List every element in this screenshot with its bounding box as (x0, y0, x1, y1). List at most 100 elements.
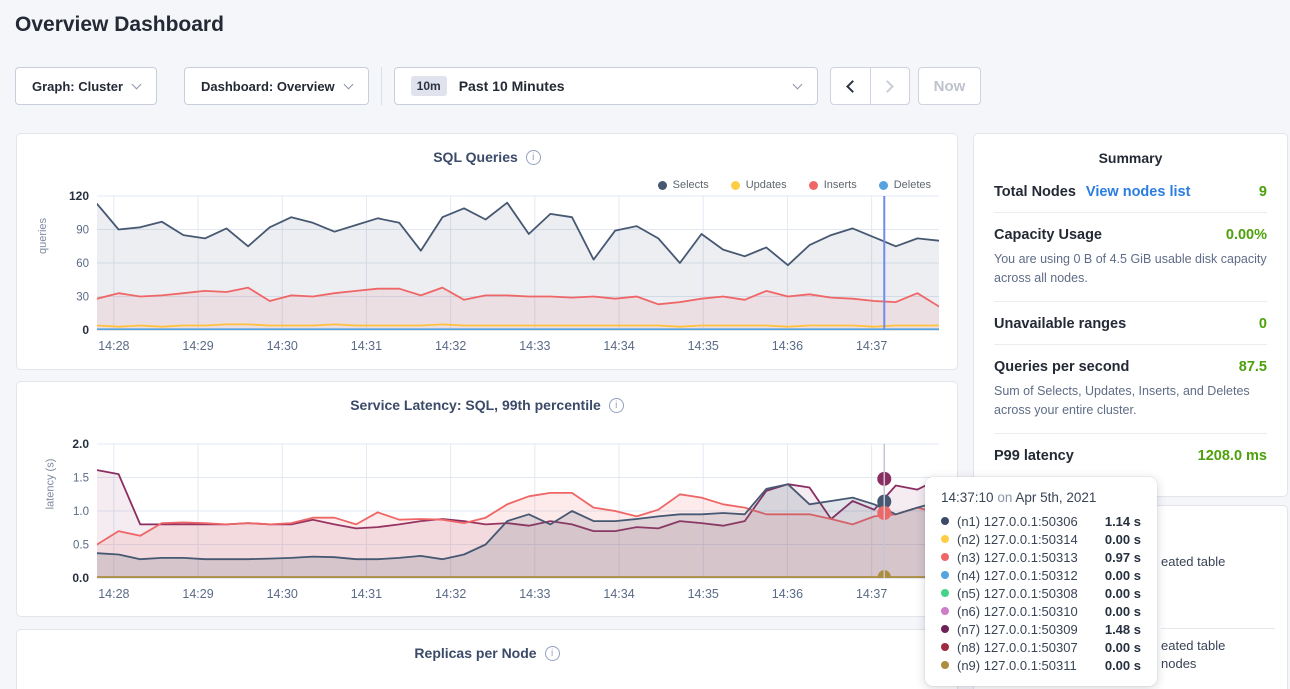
svg-text:60: 60 (76, 258, 89, 270)
tooltip-row-n9: (n9) 127.0.0.1:50311 0.00 s (941, 656, 1141, 674)
node-dot-icon (941, 643, 949, 651)
svg-text:120: 120 (69, 189, 89, 203)
node-latency-value: 0.00 s (1104, 567, 1141, 583)
node-latency-value: 0.00 s (1104, 531, 1141, 547)
node-address: (n4) 127.0.0.1:50312 (957, 567, 1078, 583)
svg-text:14:36: 14:36 (772, 339, 803, 353)
updates-dot-icon (730, 180, 740, 190)
node-address: (n8) 127.0.0.1:50307 (957, 639, 1078, 655)
summary-row-queries-per-second: Queries per second 87.5 Sum of Selects, … (994, 345, 1267, 434)
svg-text:0.5: 0.5 (73, 540, 89, 552)
chevron-down-icon (343, 79, 354, 89)
service-latency-title: Service Latency: SQL, 99th percentile (350, 397, 601, 413)
node-latency-value: 0.00 s (1104, 657, 1141, 673)
summary-description: You are using 0 B of 4.5 GiB usable disk… (994, 252, 1267, 286)
summary-value: 0 (1258, 315, 1267, 332)
dashboard-select-label: Dashboard: Overview (201, 78, 335, 94)
summary-label: Unavailable ranges (994, 315, 1127, 332)
sql-queries-title-row: SQL Queries i (17, 134, 957, 165)
legend-item-selects: Selects (657, 179, 709, 191)
summary-value: 87.5 (1238, 358, 1267, 375)
svg-text:14:33: 14:33 (519, 587, 550, 601)
divider (1161, 628, 1275, 629)
node-dot-icon (941, 553, 949, 561)
svg-text:14:29: 14:29 (182, 339, 213, 353)
node-latency-value: 1.14 s (1104, 513, 1141, 529)
info-icon[interactable]: i (525, 149, 541, 165)
time-range-dropdown[interactable]: 10m Past 10 Minutes (393, 67, 818, 105)
node-latency-value: 1.48 s (1104, 621, 1141, 637)
summary-label: Capacity Usage (994, 227, 1102, 243)
node-latency-value: 0.00 s (1104, 603, 1141, 619)
node-address: (n3) 127.0.0.1:50313 (957, 549, 1078, 565)
node-address: (n5) 127.0.0.1:50308 (957, 585, 1078, 601)
time-forward-button[interactable] (869, 68, 909, 104)
sql-queries-chart[interactable]: 0 30 60 90 120 14:28 14:29 14:30 14:31 14:32 14:33… (47, 188, 947, 364)
node-latency-value: 0.00 s (1104, 585, 1141, 601)
svg-text:2.0: 2.0 (72, 437, 89, 451)
view-nodes-list-link[interactable]: View nodes list (1085, 184, 1191, 200)
summary-row-p99-latency: P99 latency 1208.0 ms (994, 434, 1267, 476)
now-button[interactable]: Now (917, 67, 982, 105)
legend-label: Deletes (893, 179, 931, 191)
info-icon[interactable]: i (544, 645, 560, 661)
deletes-dot-icon (878, 180, 888, 190)
node-address: (n2) 127.0.0.1:50314 (957, 531, 1078, 547)
summary-value: 0.00% (1225, 227, 1267, 243)
latency-hover-tooltip: 14:37:10 on Apr 5th, 2021 (n1) 127.0.0.1… (925, 477, 1157, 686)
node-dot-icon (941, 517, 949, 525)
service-latency-card: Service Latency: SQL, 99th percentile i … (16, 381, 958, 617)
summary-value: 1208.0 ms (1197, 447, 1267, 464)
dashboard-controls: Graph: Cluster Dashboard: Overview 10m P… (15, 67, 982, 105)
legend-item-inserts: Inserts (808, 179, 857, 191)
chevron-down-icon (131, 79, 142, 89)
svg-text:0: 0 (82, 323, 89, 337)
chevron-right-icon (881, 79, 895, 93)
info-icon[interactable]: i (608, 397, 624, 413)
summary-label: Total Nodes (994, 184, 1076, 200)
service-latency-chart[interactable]: 0.0 0.5 1.0 1.5 2.0 14:28 14:29 14:30 14:31 14:32… (47, 436, 947, 612)
time-step-buttons (829, 67, 910, 105)
sql-queries-legend: Selects Updates Inserts Deletes (657, 179, 931, 191)
svg-text:14:34: 14:34 (603, 339, 634, 353)
node-address: (n1) 127.0.0.1:50306 (957, 513, 1078, 529)
node-address: (n9) 127.0.0.1:50311 (957, 657, 1077, 673)
replicas-title-row: Replicas per Node i (17, 630, 957, 661)
svg-text:14:32: 14:32 (435, 339, 466, 353)
event-text-fragment: eated table (1161, 554, 1226, 569)
sql-queries-card: SQL Queries i Selects Updates Inserts De… (16, 133, 958, 370)
node-latency-value: 0.97 s (1104, 549, 1141, 565)
svg-text:14:34: 14:34 (603, 587, 634, 601)
node-dot-icon (941, 661, 949, 669)
svg-text:14:29: 14:29 (182, 587, 213, 601)
summary-panel: Summary Total Nodes View nodes list 9 Ca… (973, 133, 1288, 497)
dashboard-select-dropdown[interactable]: Dashboard: Overview (184, 67, 369, 105)
svg-text:14:35: 14:35 (688, 587, 719, 601)
legend-label: Updates (745, 179, 787, 191)
chevron-left-icon (845, 79, 859, 93)
event-text-fragment: nodes (1161, 656, 1197, 671)
svg-text:14:36: 14:36 (772, 587, 803, 601)
node-dot-icon (941, 535, 949, 543)
graph-scope-dropdown[interactable]: Graph: Cluster (15, 67, 158, 105)
node-address: (n7) 127.0.0.1:50309 (957, 621, 1078, 637)
svg-text:0.0: 0.0 (72, 571, 89, 585)
tooltip-row-n1: (n1) 127.0.0.1:50306 1.14 s (941, 512, 1141, 530)
tooltip-date: Apr 5th, 2021 (1015, 490, 1097, 505)
node-dot-icon (941, 607, 949, 615)
now-button-label: Now (933, 77, 966, 95)
legend-label: Selects (672, 179, 709, 191)
summary-label: P99 latency (994, 447, 1074, 464)
tooltip-timestamp: 14:37:10 on Apr 5th, 2021 (941, 490, 1141, 505)
page-title: Overview Dashboard (15, 13, 224, 36)
replicas-title: Replicas per Node (414, 645, 537, 661)
legend-item-deletes: Deletes (878, 179, 931, 191)
svg-text:30: 30 (76, 292, 89, 304)
svg-text:14:37: 14:37 (856, 587, 887, 601)
time-back-button[interactable] (831, 68, 870, 104)
svg-text:14:28: 14:28 (98, 339, 129, 353)
summary-row-total-nodes: Total Nodes View nodes list 9 (994, 170, 1267, 213)
node-dot-icon (941, 571, 949, 579)
tooltip-row-n3: (n3) 127.0.0.1:50313 0.97 s (941, 548, 1141, 566)
graph-scope-label: Graph: Cluster (32, 78, 124, 94)
